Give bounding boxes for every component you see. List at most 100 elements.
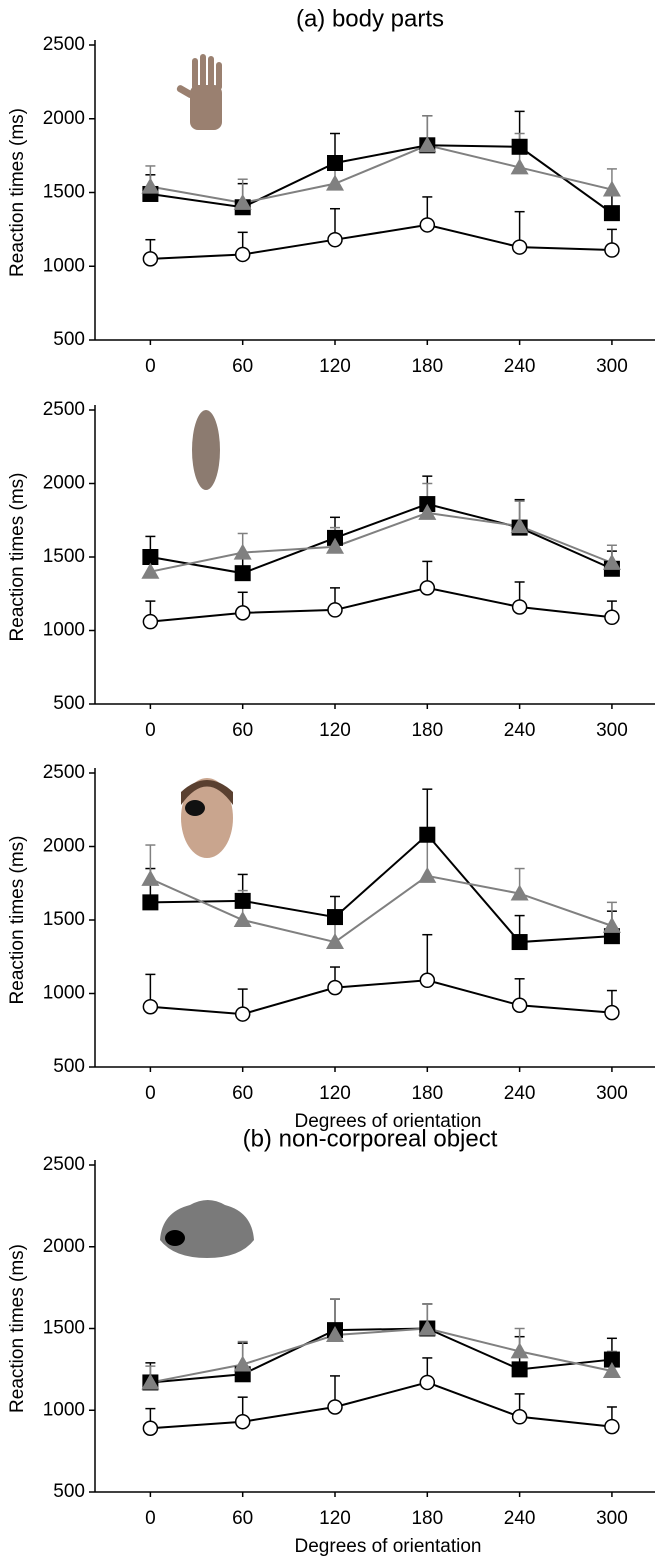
y-tick-label: 1500 [43, 1318, 85, 1339]
x-tick-label: 120 [319, 1083, 351, 1104]
marker [141, 177, 160, 194]
marker [233, 543, 252, 560]
marker [326, 1326, 344, 1343]
marker [327, 155, 343, 171]
marker [234, 1413, 251, 1430]
x-tick-label: 240 [504, 720, 536, 741]
marker [603, 205, 620, 222]
x-tick-label: 300 [596, 720, 628, 741]
marker [511, 239, 528, 255]
y-tick-label: 500 [53, 693, 85, 714]
series-line [150, 1327, 613, 1384]
marker [142, 251, 159, 267]
panel: 500 1000 1500 2000 2500 0 60 120 180 240 300 Degree… [7, 762, 655, 1132]
series-line [150, 223, 612, 260]
marker [234, 246, 251, 263]
marker [327, 1399, 343, 1415]
marker [510, 884, 529, 901]
y-tick-label: 2500 [43, 762, 85, 783]
marker [141, 869, 160, 886]
y-tick-label: 500 [53, 1056, 85, 1077]
x-tick-label: 60 [232, 1083, 253, 1104]
marker [602, 553, 621, 570]
y-tick-label: 500 [53, 1481, 85, 1502]
x-axis-label: Degrees of orientation [295, 1536, 482, 1556]
hand-icon [176, 54, 222, 130]
foot-icon [192, 410, 220, 490]
y-tick-label: 2000 [43, 473, 85, 494]
marker [326, 933, 344, 950]
marker [602, 916, 621, 933]
marker [233, 1355, 252, 1372]
x-tick-label: 0 [145, 356, 156, 377]
marker [603, 1351, 620, 1368]
y-tick-label: 1500 [43, 182, 85, 203]
marker [604, 242, 620, 258]
panel: 500 1000 1500 2000 2500 0 60 120 180 240 300 Reacti… [7, 399, 655, 741]
series-line [150, 586, 613, 623]
y-tick-label: 1000 [43, 255, 85, 276]
marker [233, 911, 252, 927]
marker [142, 1420, 159, 1436]
marker [234, 605, 251, 621]
series-line [150, 979, 613, 1016]
y-axis-label: Reaction times (ms) [7, 836, 28, 1005]
chart-title: (a) body parts [296, 5, 444, 32]
marker [141, 562, 160, 579]
y-tick-label: 2000 [43, 108, 85, 129]
x-tick-label: 180 [411, 1083, 443, 1104]
x-tick-label: 0 [145, 1508, 156, 1529]
y-axis-label: Reaction times (ms) [7, 1244, 28, 1413]
y-axis-label: Reaction times (ms) [7, 108, 28, 277]
x-tick-label: 60 [232, 356, 253, 377]
marker [510, 158, 529, 175]
marker [234, 892, 251, 909]
marker [602, 180, 621, 197]
x-tick-label: 0 [145, 720, 156, 741]
x-tick-label: 120 [319, 720, 351, 741]
chart-title: (b) non-corporeal object [243, 1125, 498, 1152]
panel: 500 1000 1500 2000 2500 0 60 120 180 240 300 (a) bo… [7, 5, 655, 377]
y-tick-label: 500 [53, 329, 85, 350]
x-tick-label: 300 [596, 356, 628, 377]
x-tick-label: 180 [411, 1508, 443, 1529]
y-tick-label: 1000 [43, 983, 85, 1004]
x-tick-label: 300 [596, 1508, 628, 1529]
marker [604, 609, 620, 626]
marker [418, 136, 437, 153]
marker [327, 909, 343, 926]
x-axis-label: Degrees of orientation [295, 1111, 482, 1132]
series-line [150, 1327, 613, 1384]
series-line [150, 1381, 613, 1430]
marker [511, 934, 528, 951]
marker [511, 1361, 528, 1378]
y-tick-label: 1500 [43, 909, 85, 930]
x-tick-label: 120 [319, 356, 351, 377]
y-tick-label: 1000 [43, 1399, 85, 1420]
x-tick-label: 180 [411, 720, 443, 741]
marker [510, 517, 529, 534]
car-icon [160, 1200, 254, 1258]
marker [142, 613, 159, 630]
marker [511, 1409, 528, 1425]
face-icon [181, 778, 233, 858]
y-tick-label: 2500 [43, 34, 85, 55]
x-tick-label: 240 [504, 1083, 536, 1104]
y-tick-label: 2500 [43, 1154, 85, 1175]
marker [419, 972, 436, 989]
x-tick-label: 60 [232, 720, 253, 741]
series-line [150, 144, 613, 204]
marker [142, 549, 159, 565]
x-tick-label: 180 [411, 356, 443, 377]
x-tick-label: 120 [319, 1508, 351, 1529]
series-line [150, 833, 612, 944]
marker [142, 998, 159, 1015]
y-tick-label: 2500 [43, 399, 85, 420]
marker [419, 826, 436, 843]
marker [511, 599, 528, 615]
marker [234, 565, 251, 582]
marker [142, 894, 159, 911]
marker [233, 193, 252, 210]
marker [141, 1373, 160, 1390]
marker [418, 1319, 437, 1336]
